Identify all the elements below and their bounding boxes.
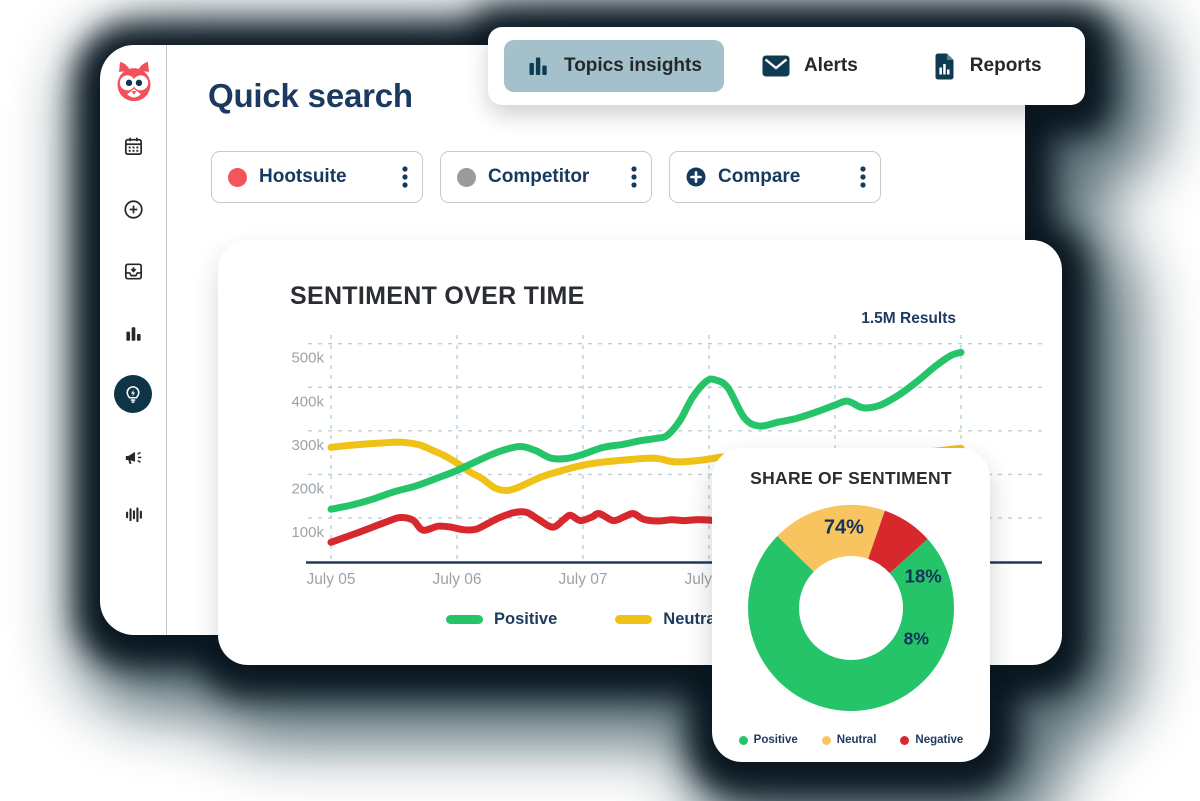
svg-text:74%: 74%: [824, 517, 864, 539]
megaphone-icon[interactable]: [114, 437, 152, 475]
svg-text:8%: 8%: [904, 629, 930, 649]
negative-dot-icon: [900, 735, 910, 745]
hootsuite-owl-logo[interactable]: [112, 59, 156, 108]
positive-line-swatch: [446, 615, 483, 624]
share-of-sentiment-card: SHARE OF SENTIMENT 74% 18% 8% Positive Neu…: [712, 448, 990, 762]
tabs-card: Topics insights Alerts Reports: [488, 27, 1085, 105]
filter-label: Hootsuite: [259, 166, 347, 187]
donut-title: SHARE OF SENTIMENT: [750, 468, 952, 488]
line-chart-legend: Positive Neutral: [446, 610, 720, 629]
neutral-line-swatch: [615, 615, 653, 624]
svg-text:200k: 200k: [291, 480, 324, 497]
tab-topics-insights[interactable]: Topics insights: [504, 40, 724, 92]
report-doc-icon: [935, 53, 954, 79]
filter-label: Compare: [718, 166, 801, 187]
main-content: Quick search Hootsuite Competitor: [166, 45, 1025, 635]
donut-legend: Positive Neutral Negative: [712, 734, 990, 746]
red-dot-icon: [228, 167, 247, 187]
legend-item-neutral: Neutral: [615, 610, 720, 629]
lightbulb-bolt-icon[interactable]: [114, 375, 152, 413]
sidebar: [100, 45, 167, 635]
gray-dot-icon: [457, 167, 476, 187]
legend-item-positive: Positive: [738, 734, 798, 746]
kebab-menu-icon[interactable]: [631, 165, 637, 189]
inbox-icon[interactable]: [114, 252, 152, 290]
envelope-icon: [762, 55, 790, 77]
calendar-icon[interactable]: [114, 127, 152, 165]
tab-reports[interactable]: Reports: [932, 53, 1042, 80]
legend-item-positive: Positive: [446, 610, 557, 629]
kebab-menu-icon[interactable]: [860, 165, 866, 189]
results-count: 1.5M Results: [861, 310, 956, 327]
filter-compare-button[interactable]: Compare: [669, 151, 881, 203]
donut-chart: 74% 18% 8%: [748, 505, 954, 711]
neutral-dot-icon: [821, 735, 831, 745]
plus-circle-icon: [686, 167, 706, 187]
chart-title: SENTIMENT OVER TIME: [290, 282, 585, 310]
tab-label: Alerts: [803, 55, 858, 76]
legend-item-negative: Negative: [900, 734, 963, 746]
page-title: Quick search: [208, 77, 413, 114]
svg-text:500k: 500k: [291, 350, 324, 367]
waveform-icon[interactable]: [114, 495, 152, 533]
svg-text:July 06: July 06: [432, 571, 481, 588]
svg-text:400k: 400k: [291, 393, 324, 410]
bar-chart-icon: [529, 57, 547, 75]
bar-chart-icon[interactable]: [114, 314, 152, 352]
filter-hootsuite-button[interactable]: Hootsuite: [211, 151, 423, 203]
filter-competitor-button[interactable]: Competitor: [440, 151, 652, 203]
tab-label: Topics insights: [564, 55, 702, 76]
legend-item-neutral: Neutral: [821, 734, 876, 746]
svg-text:18%: 18%: [905, 566, 942, 587]
svg-text:300k: 300k: [291, 437, 324, 454]
svg-text:July 07: July 07: [558, 571, 607, 588]
svg-text:100k: 100k: [291, 524, 324, 541]
plus-circle-icon[interactable]: [114, 190, 152, 228]
filter-row: Hootsuite Competitor: [211, 151, 881, 203]
positive-dot-icon: [738, 735, 748, 745]
filter-label: Competitor: [488, 166, 590, 187]
svg-text:July 05: July 05: [306, 571, 355, 588]
tab-label: Reports: [969, 55, 1042, 76]
tab-alerts[interactable]: Alerts: [762, 55, 858, 77]
kebab-menu-icon[interactable]: [402, 165, 408, 189]
